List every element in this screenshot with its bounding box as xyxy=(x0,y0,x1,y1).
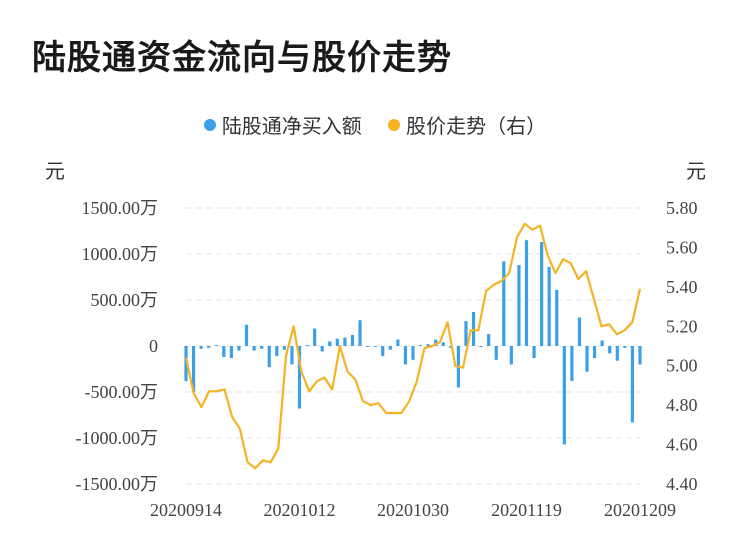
netbuy-bar[interactable] xyxy=(600,340,604,346)
netbuy-bar[interactable] xyxy=(426,344,430,346)
netbuy-bar[interactable] xyxy=(229,346,233,358)
netbuy-bar[interactable] xyxy=(366,346,370,347)
netbuy-bar[interactable] xyxy=(267,346,271,368)
netbuy-bar[interactable] xyxy=(630,346,635,423)
netbuy-bar[interactable] xyxy=(623,346,627,348)
netbuy-bar[interactable] xyxy=(260,346,264,349)
netbuy-bar[interactable] xyxy=(570,346,574,381)
netbuy-bar[interactable] xyxy=(403,346,408,365)
right-axis-unit: 元 xyxy=(686,159,706,183)
left-tick-label: -1000.00万 xyxy=(76,428,159,448)
x-tick-label: 20201030 xyxy=(377,500,449,520)
netbuy-bar[interactable] xyxy=(487,334,491,346)
left-axis-unit: 元 xyxy=(45,159,65,183)
left-tick-label: -500.00万 xyxy=(85,382,159,402)
right-tick-label: 5.80 xyxy=(666,198,698,218)
netbuy-bar[interactable] xyxy=(593,346,597,358)
netbuy-bar[interactable] xyxy=(608,346,612,354)
legend-label-netbuy: 陆股通净买入额 xyxy=(221,114,362,138)
legend-dot-icon xyxy=(388,118,401,131)
netbuy-bar[interactable] xyxy=(214,345,218,346)
left-tick-label: 1500.00万 xyxy=(82,198,159,218)
left-tick-label: 1000.00万 xyxy=(82,244,159,264)
netbuy-bar[interactable] xyxy=(191,346,196,392)
netbuy-bar[interactable] xyxy=(313,328,317,346)
netbuy-bar[interactable] xyxy=(547,266,551,346)
netbuy-bar[interactable] xyxy=(517,265,521,346)
netbuy-bar[interactable] xyxy=(585,346,589,372)
netbuy-bar[interactable] xyxy=(381,346,385,357)
right-tick-label: 4.40 xyxy=(666,474,698,494)
netbuy-bar[interactable] xyxy=(244,324,249,346)
netbuy-bar[interactable] xyxy=(343,337,347,346)
left-tick-label: 500.00万 xyxy=(91,290,159,310)
legend-label-price: 股价走势（右） xyxy=(406,114,547,138)
x-tick-label: 20200914 xyxy=(150,500,222,520)
netbuy-bar[interactable] xyxy=(562,346,566,445)
netbuy-bar[interactable] xyxy=(335,338,339,346)
netbuy-bar[interactable] xyxy=(615,346,619,361)
legend-item-netbuy[interactable]: 陆股通净买入额 xyxy=(203,110,362,139)
right-axis-ticks: 5.80 5.60 5.40 5.20 5.00 4.80 4.60 4.40 xyxy=(666,198,698,494)
netbuy-bar[interactable] xyxy=(275,346,279,357)
netbuy-bar[interactable] xyxy=(449,346,453,348)
right-tick-label: 5.40 xyxy=(666,277,698,297)
netbuy-bar[interactable] xyxy=(350,334,355,346)
netbuy-bar[interactable] xyxy=(297,346,302,409)
price-line-group xyxy=(184,222,642,470)
netbuy-bar[interactable] xyxy=(434,339,438,346)
netbuy-bar[interactable] xyxy=(282,346,286,350)
netbuy-bar[interactable] xyxy=(540,242,544,346)
netbuy-bar[interactable] xyxy=(411,346,415,360)
netbuy-bar[interactable] xyxy=(502,261,506,346)
netbuy-bar[interactable] xyxy=(532,346,536,358)
netbuy-bar[interactable] xyxy=(494,346,498,360)
left-tick-label: 0 xyxy=(149,336,158,356)
x-tick-label: 20201012 xyxy=(264,500,336,520)
netbuy-bar[interactable] xyxy=(237,346,241,351)
netbuy-bar[interactable] xyxy=(184,346,188,381)
netbuy-bar[interactable] xyxy=(418,345,423,346)
left-tick-label: -1500.00万 xyxy=(76,474,159,494)
netbuy-bar[interactable] xyxy=(305,345,309,346)
netbuy-bar[interactable] xyxy=(479,346,483,347)
netbuy-bar[interactable] xyxy=(396,339,400,346)
right-tick-label: 4.80 xyxy=(666,395,698,415)
left-axis-ticks: 1500.00万 1000.00万 500.00万 0 -500.00万 -1000.00… xyxy=(76,198,159,494)
netbuy-bar[interactable] xyxy=(358,320,362,346)
right-tick-label: 5.20 xyxy=(666,316,698,336)
netbuy-bar[interactable] xyxy=(199,346,203,349)
netbuy-bar[interactable] xyxy=(509,346,513,365)
legend: 陆股通净买入额 股价走势（右） xyxy=(0,110,750,139)
netbuy-bar[interactable] xyxy=(222,346,226,358)
netbuy-bar[interactable] xyxy=(464,321,468,346)
netbuy-bar[interactable] xyxy=(328,341,332,346)
right-tick-label: 5.60 xyxy=(666,237,698,257)
netbuy-bar[interactable] xyxy=(320,346,324,352)
netbuy-bar[interactable] xyxy=(373,346,377,347)
netbuy-bar[interactable] xyxy=(555,289,559,346)
x-tick-label: 20201119 xyxy=(491,500,562,520)
legend-item-price[interactable]: 股价走势（右） xyxy=(388,110,546,139)
right-tick-label: 4.60 xyxy=(666,435,698,455)
netbuy-bar[interactable] xyxy=(471,311,476,346)
netbuy-bar[interactable] xyxy=(388,346,392,350)
netbuy-bar[interactable] xyxy=(577,317,582,346)
right-tick-label: 5.00 xyxy=(666,356,698,376)
netbuy-bar[interactable] xyxy=(252,346,256,351)
netbuy-bars xyxy=(184,240,642,445)
x-axis-ticks: 20200914 20201012 20201030 20201119 20201209 xyxy=(150,500,676,520)
price-line[interactable] xyxy=(184,222,642,470)
x-tick-label: 20201209 xyxy=(604,500,676,520)
netbuy-bar[interactable] xyxy=(290,346,294,365)
netbuy-bar[interactable] xyxy=(524,240,529,346)
netbuy-bar[interactable] xyxy=(638,346,642,365)
netbuy-bar[interactable] xyxy=(441,342,445,346)
chart-title: 陆股通资金流向与股价走势 xyxy=(32,38,452,78)
netbuy-bar[interactable] xyxy=(207,346,211,348)
legend-dot-icon xyxy=(203,118,216,131)
